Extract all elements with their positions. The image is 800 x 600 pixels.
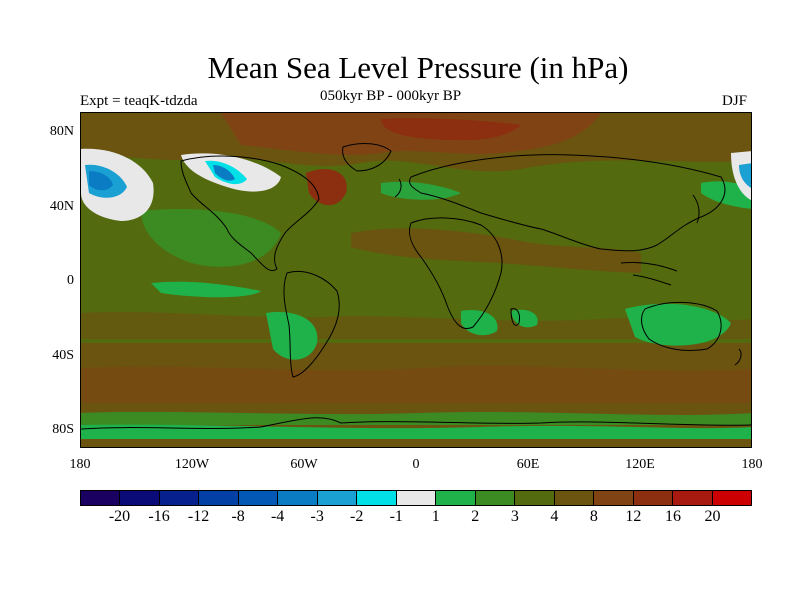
pacific-green-patch xyxy=(141,209,281,267)
southern-dark-belt xyxy=(81,365,751,403)
coast-japan xyxy=(692,194,700,224)
south-pacific-green xyxy=(151,281,261,298)
colorbar-label: -8 xyxy=(231,508,245,525)
colorbar-label: -3 xyxy=(310,508,324,525)
colorbar-swatch xyxy=(159,491,200,505)
colorbar-swatch xyxy=(712,491,751,505)
coast-north-america xyxy=(180,155,320,271)
colorbar-swatch xyxy=(633,491,674,505)
colorbar-label: -16 xyxy=(148,508,170,525)
lon-label-120w: 120W xyxy=(174,457,210,472)
colorbar-label: 16 xyxy=(664,508,681,525)
africa-green xyxy=(461,309,498,336)
coast-indonesia xyxy=(620,262,678,286)
colorbar-swatch xyxy=(436,491,476,505)
coast-antarctica xyxy=(81,417,751,430)
antarctic-bright-green xyxy=(81,424,751,439)
aleutian-negative-blue xyxy=(89,171,113,191)
colorbar-label: 20 xyxy=(704,508,721,525)
south-america-green xyxy=(266,312,318,360)
lat-label-80n: 80N xyxy=(49,124,74,139)
colorbar-label: 1 xyxy=(431,508,440,525)
north-america-negative-blue xyxy=(213,165,235,181)
colorbar-swatch xyxy=(278,491,318,505)
coastlines xyxy=(81,143,751,430)
colorbar-swatch xyxy=(396,491,437,505)
lat-label-equator: 0 xyxy=(67,273,74,288)
colorbar-label: -20 xyxy=(108,508,131,525)
colorbar-swatch xyxy=(594,491,634,505)
experiment-label: Expt = teaqK-tdzda xyxy=(80,93,198,109)
coast-south-america xyxy=(283,271,340,378)
colorbar-swatch xyxy=(120,491,160,505)
colorbar-label: -12 xyxy=(187,508,210,525)
colorbar-label: 8 xyxy=(589,508,598,525)
chart-subtitle: 050kyr BP - 000kyr BP xyxy=(320,88,462,104)
madagascar-green xyxy=(511,309,538,328)
colorbar-label: -1 xyxy=(389,508,403,525)
lat-label-80s: 80S xyxy=(52,422,74,437)
chart-title: Mean Sea Level Pressure (in hPa) xyxy=(207,50,629,85)
colorbar-swatch xyxy=(554,491,595,505)
coast-new-zealand xyxy=(734,348,742,366)
coast-eurasia xyxy=(408,154,726,252)
coast-madagascar xyxy=(510,308,520,326)
pressure-anomaly-map xyxy=(81,113,751,447)
colorbar xyxy=(80,490,752,506)
lon-label-180e: 180 xyxy=(741,457,763,472)
colorbar-label: 12 xyxy=(625,508,642,525)
lon-label-180w: 180 xyxy=(69,457,91,472)
southern-subtropical-band xyxy=(81,312,751,339)
coast-africa xyxy=(408,217,503,329)
lat-label-40s: 40S xyxy=(52,348,74,363)
coast-uk xyxy=(394,178,402,198)
coast-greenland xyxy=(342,143,392,172)
colorbar-swatch xyxy=(515,491,555,505)
colorbar-label: 3 xyxy=(510,508,519,525)
colorbar-label: 2 xyxy=(471,508,480,525)
lon-label-60w: 60W xyxy=(290,457,318,472)
colorbar-swatch xyxy=(317,491,358,505)
colorbar-label: 4 xyxy=(550,508,559,525)
colorbar-label: -2 xyxy=(350,508,364,525)
colorbar-swatch xyxy=(238,491,279,505)
lon-label-60e: 60E xyxy=(516,457,540,472)
north-atlantic-red-cell xyxy=(306,169,347,206)
coast-australia xyxy=(641,301,722,352)
lon-label-120e: 120E xyxy=(625,457,655,472)
colorbar-label: -4 xyxy=(270,508,285,525)
arctic-red-core xyxy=(381,118,521,141)
season-label: DJF xyxy=(722,93,748,109)
lat-label-40n: 40N xyxy=(49,199,74,214)
colorbar-swatch xyxy=(357,491,397,505)
australia-green xyxy=(625,303,731,346)
colorbar-swatch xyxy=(475,491,516,505)
colorbar-swatch xyxy=(81,491,121,505)
lon-label-0: 0 xyxy=(412,457,420,472)
colorbar-swatch xyxy=(199,491,239,505)
colorbar-swatch xyxy=(673,491,713,505)
kamchatka-green xyxy=(701,181,751,209)
subtropical-brown-band xyxy=(351,228,641,273)
map-panel xyxy=(80,112,752,448)
dateline-negative-blue xyxy=(739,163,751,188)
